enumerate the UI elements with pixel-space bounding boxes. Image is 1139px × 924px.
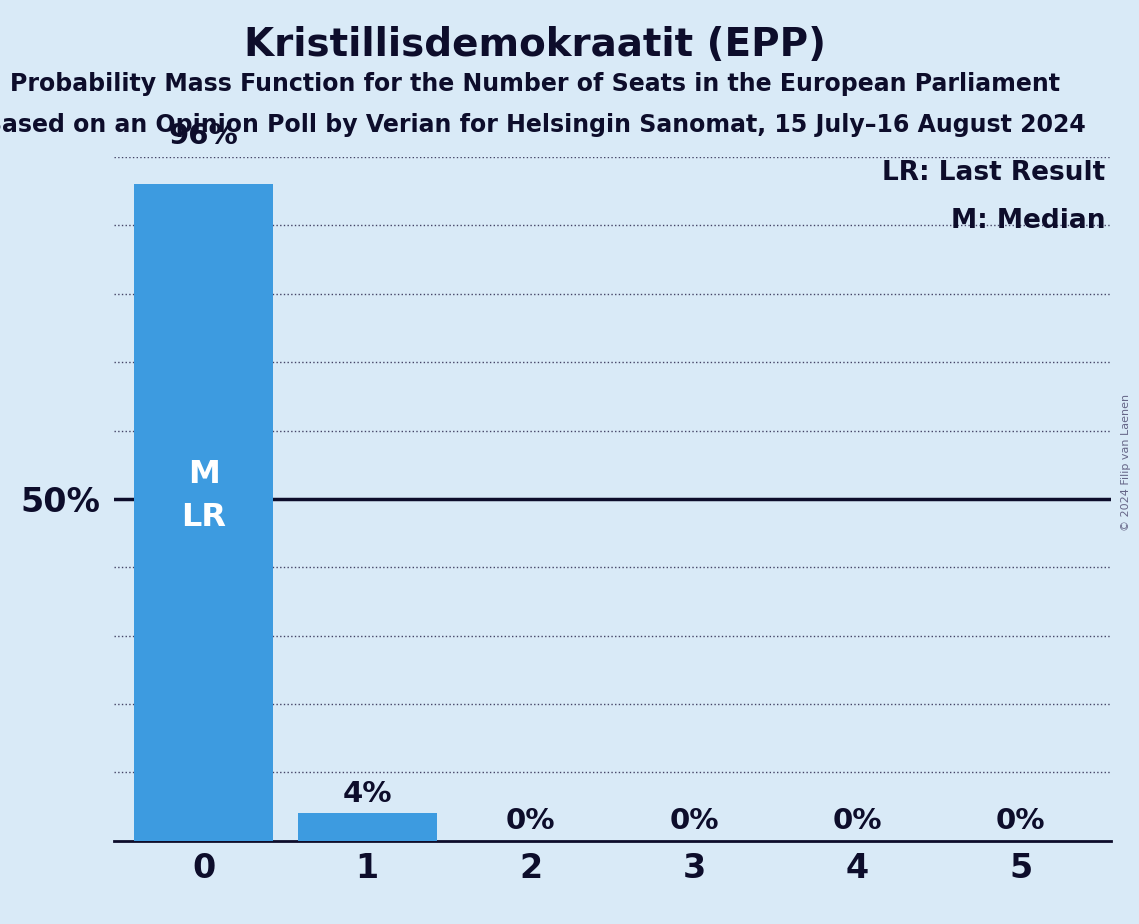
Text: 0%: 0%: [669, 808, 719, 835]
Bar: [134, 185, 273, 841]
Text: 0%: 0%: [506, 808, 556, 835]
Text: 0%: 0%: [995, 808, 1046, 835]
Text: 0%: 0%: [833, 808, 882, 835]
Text: M
LR: M LR: [181, 458, 227, 532]
Text: M: Median: M: Median: [951, 208, 1106, 235]
Text: Kristillisdemokraatit (EPP): Kristillisdemokraatit (EPP): [245, 26, 826, 64]
Text: 4%: 4%: [343, 780, 392, 808]
Text: © 2024 Filip van Laenen: © 2024 Filip van Laenen: [1121, 394, 1131, 530]
Text: 96%: 96%: [169, 122, 239, 151]
Bar: [297, 813, 436, 841]
Text: LR: Last Result: LR: Last Result: [883, 161, 1106, 187]
Text: Based on an Opinion Poll by Verian for Helsingin Sanomat, 15 July–16 August 2024: Based on an Opinion Poll by Verian for H…: [0, 113, 1087, 137]
Text: Probability Mass Function for the Number of Seats in the European Parliament: Probability Mass Function for the Number…: [10, 72, 1060, 96]
